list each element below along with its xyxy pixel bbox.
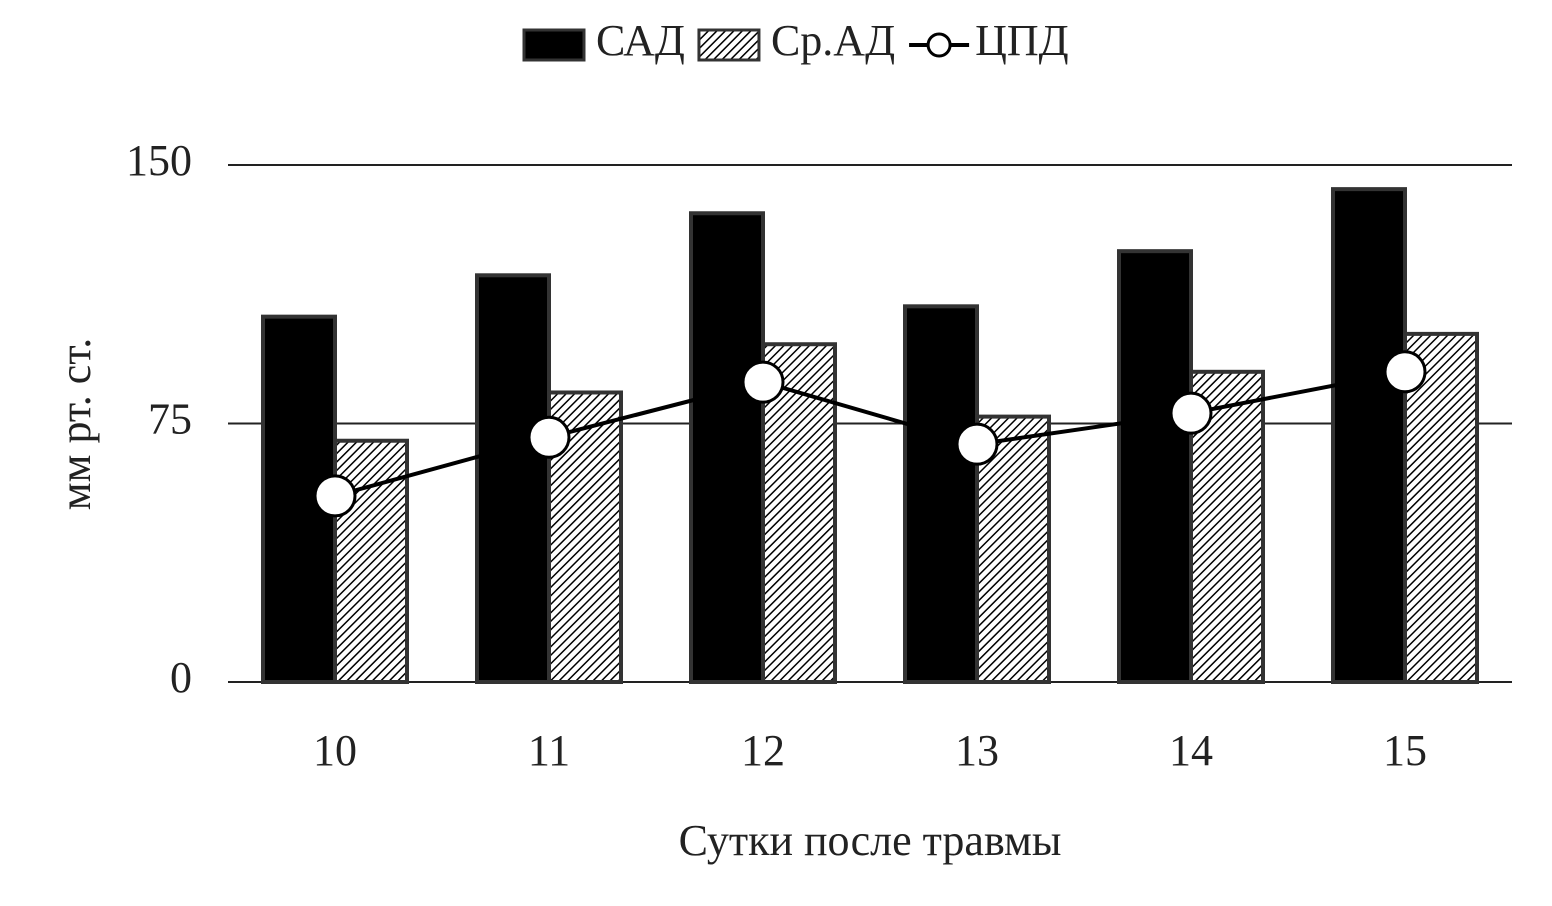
- legend-swatch: [522, 28, 586, 62]
- line-marker: [1383, 350, 1427, 394]
- bar: [475, 273, 551, 684]
- line-marker: [955, 422, 999, 466]
- bar: [1403, 331, 1479, 684]
- x-tick-label: 12: [741, 726, 785, 775]
- bar: [903, 304, 979, 684]
- bar: [333, 438, 409, 684]
- line: [334, 369, 1406, 498]
- bar: [689, 211, 765, 684]
- y-axis-label: мм рт. ст.: [51, 338, 100, 510]
- bar: [547, 390, 623, 684]
- x-tick-label: 14: [1169, 726, 1213, 775]
- x-tick-label: 10: [313, 726, 357, 775]
- y-tick-label: 75: [148, 395, 192, 444]
- line-marker: [1169, 391, 1213, 435]
- line-marker: [741, 360, 785, 404]
- legend-label: САД: [596, 16, 685, 65]
- y-tick-label: 150: [126, 136, 192, 185]
- legend-label: Ср.АД: [771, 16, 895, 65]
- legend-swatch: [926, 32, 952, 58]
- x-tick-label: 11: [528, 726, 570, 775]
- legend-label: ЦПД: [975, 16, 1069, 65]
- x-tick-label: 13: [955, 726, 999, 775]
- x-tick-label: 15: [1383, 726, 1427, 775]
- legend-swatch: [697, 28, 761, 62]
- x-axis-label: Сутки после травмы: [679, 816, 1062, 865]
- bar: [1331, 187, 1407, 684]
- bar: [1117, 249, 1193, 685]
- y-tick-label: 0: [170, 653, 192, 702]
- line-marker: [527, 415, 571, 459]
- line-marker: [313, 474, 357, 518]
